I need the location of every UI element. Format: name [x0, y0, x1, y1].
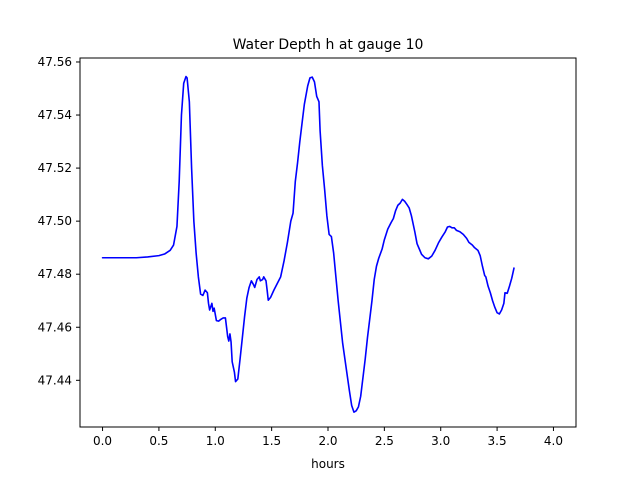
- x-axis-title: hours: [311, 457, 345, 471]
- x-tick-label: 2.5: [375, 434, 394, 448]
- y-tick-label: 47.56: [38, 55, 72, 69]
- chart-title: Water Depth h at gauge 10: [233, 37, 424, 53]
- y-tick-label: 47.48: [38, 267, 72, 281]
- x-tick-label: 1.0: [206, 434, 225, 448]
- y-axis: 47.44 47.46 47.48 47.50 47.52 47.54 47.56: [38, 55, 80, 387]
- x-tick-label: 0.0: [93, 434, 112, 448]
- x-tick-label: 2.0: [318, 434, 337, 448]
- series-line-0: [101, 75, 515, 413]
- x-tick-label: 0.5: [149, 434, 168, 448]
- x-tick-label: 3.0: [431, 434, 450, 448]
- y-tick-label: 47.54: [38, 108, 72, 122]
- x-axis: 0.0 0.5 1.0 1.5 2.0 2.5 3.0 3.5 4.0: [93, 427, 563, 448]
- x-tick-label: 3.5: [488, 434, 507, 448]
- y-tick-label: 47.44: [38, 373, 72, 387]
- x-tick-label: 1.5: [262, 434, 281, 448]
- y-tick-label: 47.46: [38, 320, 72, 334]
- series-layer: [101, 75, 515, 413]
- y-tick-label: 47.52: [38, 161, 72, 175]
- x-tick-label: 4.0: [544, 434, 563, 448]
- y-tick-label: 47.50: [38, 214, 72, 228]
